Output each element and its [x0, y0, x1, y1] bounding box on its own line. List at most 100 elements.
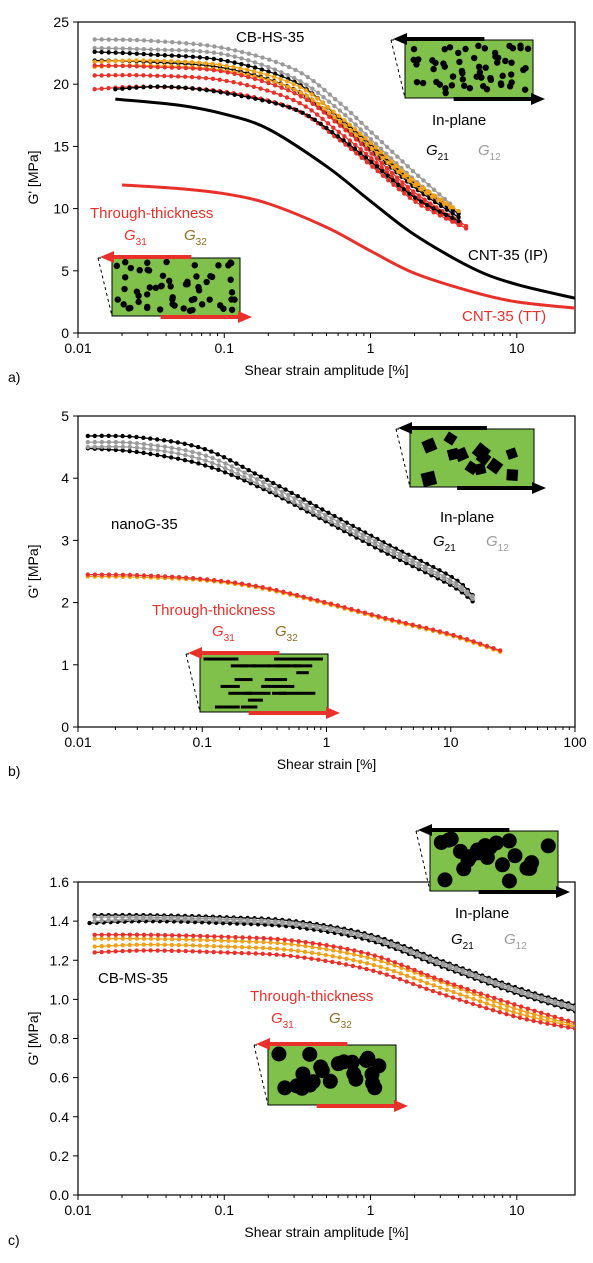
inset-particle — [207, 272, 214, 280]
data-point — [402, 947, 407, 953]
data-point — [379, 542, 384, 547]
data-point — [203, 458, 208, 463]
data-point — [293, 67, 298, 73]
data-point — [268, 936, 273, 941]
data-point — [343, 112, 348, 118]
data-point — [292, 87, 297, 92]
data-point — [106, 433, 111, 439]
data-point — [191, 41, 196, 47]
data-point — [281, 953, 286, 958]
data-point — [155, 64, 161, 70]
data-point — [226, 934, 231, 940]
data-point — [372, 953, 377, 958]
data-point — [430, 988, 436, 994]
data-point — [232, 92, 237, 97]
data-point — [120, 942, 125, 948]
data-point — [282, 937, 287, 942]
data-point — [271, 480, 276, 486]
data-point — [134, 445, 140, 450]
data-point — [113, 72, 118, 78]
data-point — [170, 40, 175, 45]
inset-particle — [295, 1066, 311, 1082]
data-point — [369, 612, 374, 617]
inset-particle — [144, 266, 151, 274]
data-point — [211, 56, 217, 62]
data-point — [324, 943, 329, 948]
data-point — [184, 933, 189, 938]
inset-particle — [220, 684, 240, 688]
data-point — [429, 570, 434, 575]
data-point — [274, 946, 280, 952]
data-point — [342, 134, 347, 139]
data-point — [162, 84, 167, 89]
data-point — [531, 1012, 537, 1017]
data-point — [182, 74, 188, 79]
data-point — [304, 502, 310, 508]
data-point — [106, 914, 111, 920]
data-point — [106, 949, 111, 954]
data-point — [470, 596, 475, 602]
data-point — [233, 938, 238, 944]
data-point — [106, 46, 111, 51]
data-point — [175, 59, 181, 64]
data-point — [210, 61, 216, 67]
data-point — [291, 97, 296, 103]
inset-arrow-top-head — [393, 33, 407, 45]
data-point — [196, 75, 202, 80]
data-point — [424, 986, 429, 991]
data-point — [417, 984, 422, 989]
inset-particle — [240, 664, 256, 668]
data-point — [235, 471, 241, 477]
inset-particle — [169, 294, 176, 301]
data-point — [239, 73, 244, 78]
data-point — [218, 950, 223, 955]
data-point — [572, 1006, 575, 1012]
data-point — [347, 142, 352, 147]
data-point — [239, 93, 244, 99]
data-point — [92, 49, 97, 55]
data-point — [379, 955, 384, 960]
data-point — [176, 451, 181, 456]
inset-particle — [227, 259, 234, 266]
data-point — [141, 73, 146, 78]
data-point — [224, 63, 229, 69]
data-point — [362, 610, 368, 615]
data-point — [205, 43, 210, 48]
inset-particle — [522, 860, 538, 876]
data-point — [294, 107, 299, 113]
data-point — [218, 57, 224, 63]
data-point — [425, 972, 430, 978]
data-point — [306, 113, 312, 119]
inset-particle — [413, 78, 421, 86]
data-point — [504, 1011, 509, 1017]
data-point — [329, 519, 334, 525]
data-point — [415, 173, 421, 178]
through-inset — [97, 251, 252, 323]
data-point — [343, 106, 349, 111]
inset-particle — [166, 277, 173, 285]
data-point — [231, 64, 236, 70]
data-point — [169, 47, 175, 53]
data-point — [222, 465, 228, 471]
inset-particle — [360, 1050, 376, 1066]
inset-shear-line — [97, 257, 113, 317]
data-point — [216, 458, 222, 463]
data-point — [525, 1010, 530, 1015]
data-point — [421, 955, 426, 961]
data-point — [280, 103, 286, 108]
data-point — [329, 129, 335, 135]
data-point — [552, 1001, 558, 1006]
data-point — [390, 165, 396, 170]
data-point — [225, 579, 231, 584]
data-point — [364, 160, 370, 165]
inset-particle — [302, 1046, 318, 1062]
data-point — [493, 981, 498, 987]
inset-arrow-bottom — [453, 97, 533, 101]
data-point — [316, 83, 322, 88]
x-tick-label: 0.01 — [64, 340, 91, 356]
data-point — [297, 100, 302, 106]
data-point — [204, 67, 210, 72]
data-point — [212, 44, 217, 49]
data-point — [304, 506, 309, 512]
data-point — [155, 47, 161, 52]
